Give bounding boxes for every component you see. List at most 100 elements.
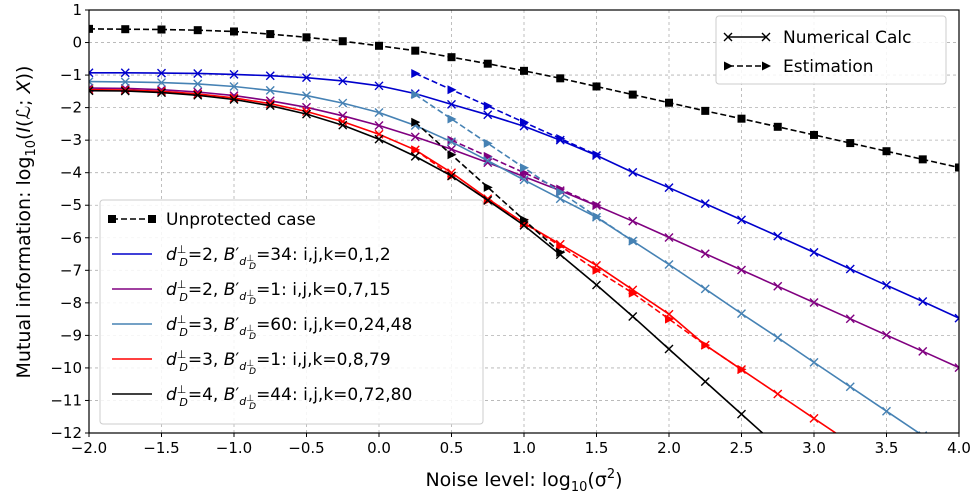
data-point <box>229 81 239 91</box>
data-point <box>955 163 959 172</box>
legend-label: Numerical Calc <box>783 28 911 48</box>
x-axis-label: Noise level: log10(σ2) <box>425 467 622 495</box>
data-point <box>338 37 347 46</box>
data-point <box>338 120 348 130</box>
data-point <box>229 94 239 104</box>
data-point <box>447 137 456 147</box>
data-point <box>520 66 528 75</box>
data-point <box>701 106 710 115</box>
data-point <box>483 138 493 148</box>
data-point <box>338 98 348 108</box>
data-point <box>592 150 602 160</box>
data-point <box>265 71 275 81</box>
data-point <box>846 139 855 148</box>
data-point <box>374 108 384 117</box>
data-point <box>954 313 959 323</box>
data-point <box>89 68 94 78</box>
data-point <box>556 74 565 83</box>
series-9 <box>89 86 782 451</box>
legend-label: d⊥ D=3, B′d⊥ D=1: i,j,k=0,8,79 <box>166 348 391 377</box>
series-line <box>414 72 597 156</box>
data-point <box>955 456 963 464</box>
data-point <box>157 68 166 78</box>
legend-top-right: Numerical Calc Estimation <box>715 15 947 85</box>
data-point <box>266 30 275 39</box>
x-tick-label: 2.5 <box>730 439 754 457</box>
data-point <box>810 130 818 139</box>
series-5 <box>89 77 963 464</box>
legend-label: Unprotected case <box>166 210 316 230</box>
data-point <box>592 265 602 275</box>
data-point <box>845 314 855 324</box>
legend-marker <box>762 61 771 71</box>
x-tick-label: −1.5 <box>143 439 179 457</box>
data-point <box>592 200 602 210</box>
data-point <box>882 406 891 416</box>
data-point <box>520 163 529 173</box>
data-point <box>520 117 529 127</box>
data-point <box>773 389 783 399</box>
data-point <box>483 156 493 166</box>
data-point <box>120 77 130 87</box>
data-point <box>664 232 674 242</box>
data-point <box>809 357 819 367</box>
legend-entry: d⊥ D=3, B′d⊥ D=1: i,j,k=0,8,79 <box>112 348 391 377</box>
data-point <box>483 101 493 111</box>
data-point <box>519 175 529 185</box>
data-point <box>302 73 311 83</box>
data-point <box>882 147 891 156</box>
data-point <box>447 150 457 160</box>
data-point <box>374 121 384 131</box>
data-point <box>520 215 529 225</box>
data-point <box>410 132 420 142</box>
data-point <box>882 280 891 290</box>
data-point <box>918 155 927 164</box>
data-point <box>773 281 783 291</box>
series-layer <box>89 24 963 464</box>
x-tick-label: −1.0 <box>216 439 252 457</box>
data-point <box>157 88 166 98</box>
data-point <box>737 265 746 275</box>
y-tick-label: 0 <box>72 34 82 52</box>
y-tick-label: −11 <box>50 391 82 409</box>
y-tick-label: −1 <box>60 66 82 84</box>
x-axis-ticks: −2.0 −1.5 −1.0 −0.5 0.0 0.5 1.0 1.5 2.0 2.5 3.0 3.5… <box>71 433 971 457</box>
y-tick-label: −7 <box>60 261 82 279</box>
data-point <box>89 86 94 96</box>
data-point <box>374 81 384 91</box>
data-point <box>628 90 637 99</box>
data-point <box>556 241 566 251</box>
legend-marker <box>761 32 771 42</box>
data-point <box>556 134 566 144</box>
data-point <box>773 333 783 343</box>
y-tick-label: −2 <box>60 99 82 117</box>
data-point <box>701 340 711 350</box>
x-tick-label: 0.5 <box>440 439 464 457</box>
data-point <box>737 309 746 319</box>
data-point <box>265 101 275 111</box>
legend-marker <box>723 32 733 42</box>
data-point <box>447 53 456 62</box>
series-line <box>414 121 561 253</box>
data-point <box>411 90 421 100</box>
data-point <box>664 344 674 354</box>
data-point <box>592 280 601 290</box>
data-point <box>483 59 492 68</box>
data-point <box>774 443 782 451</box>
legend-entry: Estimation <box>724 57 874 77</box>
y-axis-ticks: 1 0 −1 −2 −3 −4 −5 −6 −7 −8 −9 −10 −11 −12 <box>50 1 89 442</box>
data-point <box>483 182 493 192</box>
y-tick-label: −10 <box>50 359 82 377</box>
data-point <box>918 346 928 356</box>
data-point <box>302 33 311 42</box>
data-point <box>302 91 311 101</box>
y-tick-label: −12 <box>50 424 82 442</box>
legend-label: d⊥ D=2, B′d⊥ D=1: i,j,k=0,7,15 <box>166 278 391 307</box>
legend-entry: Numerical Calc <box>723 28 911 48</box>
y-tick-label: −4 <box>60 164 82 182</box>
data-point <box>411 46 420 55</box>
data-point <box>809 247 819 257</box>
data-point <box>302 102 311 112</box>
data-point <box>664 183 674 193</box>
series-2 <box>411 68 602 160</box>
